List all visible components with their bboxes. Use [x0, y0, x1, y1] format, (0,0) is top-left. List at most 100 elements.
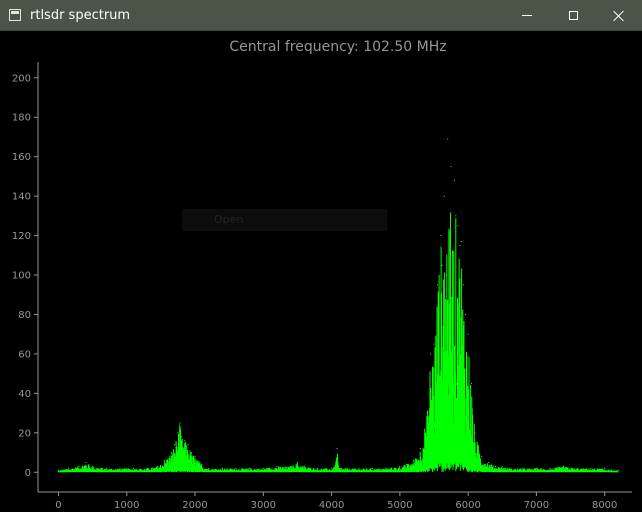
spectrum-point: [341, 467, 343, 469]
x-tick-label: 5000: [387, 500, 412, 511]
spectrum-point: [173, 444, 176, 446]
y-tick-label: 20: [18, 428, 31, 439]
spectrum-plot[interactable]: Central frequency: 102.50 MHz 0 20 40 60 80 1…: [0, 31, 642, 512]
x-tick-label: 0: [55, 500, 61, 511]
x-tick-label: 2000: [182, 500, 207, 511]
close-icon: [613, 10, 625, 22]
spectrum-point: [105, 467, 107, 469]
y-tick-label: 120: [12, 231, 31, 242]
spectrum-point: [455, 215, 457, 217]
spectrum-point: [303, 465, 305, 467]
spectrum-point: [467, 333, 469, 335]
y-tick-label: 0: [25, 468, 31, 479]
spectrum-point: [459, 244, 461, 247]
x-tick-label: 6000: [455, 500, 480, 511]
spectrum-point: [436, 284, 439, 286]
spectrum-point: [132, 467, 135, 469]
y-tick-label: 160: [12, 152, 31, 163]
spectrum-trace: [58, 212, 619, 473]
spectrum-point: [180, 436, 182, 438]
spectrum-point: [549, 467, 551, 469]
spectrum-point: [358, 467, 360, 469]
y-tick-label: 100: [12, 271, 31, 282]
spectrum-point: [399, 465, 401, 467]
spectrum-point: [78, 465, 80, 467]
spectrum-point: [334, 465, 336, 467]
spectrum-point: [433, 343, 435, 345]
spectrum-point: [249, 467, 251, 469]
spectrum-point: [119, 467, 121, 469]
spectrum-point: [57, 469, 60, 471]
maximize-icon: [568, 11, 578, 20]
y-tick-label: 180: [12, 113, 31, 124]
spectrum-point: [604, 467, 606, 469]
y-tick-label: 60: [18, 349, 31, 360]
spectrum-point: [610, 469, 613, 471]
spectrum-point: [522, 467, 524, 469]
plot-title: Central frequency: 102.50 MHz: [229, 39, 447, 55]
spectrum-point: [92, 465, 94, 467]
spectrum-point: [163, 459, 165, 462]
spectrum-point: [426, 412, 428, 414]
x-tick-label: 7000: [524, 500, 549, 511]
maximize-button[interactable]: [550, 0, 596, 31]
spectrum-point: [441, 264, 443, 266]
x-tick-label: 4000: [319, 500, 344, 511]
spectrum-point: [448, 234, 450, 237]
spectrum-point: [462, 284, 464, 286]
spectrum-point: [535, 467, 538, 469]
spectrum-point: [187, 444, 189, 446]
spectrum-point: [276, 465, 278, 467]
spectrum-point: [452, 254, 454, 256]
spectrum-point: [563, 465, 565, 467]
app-window-icon: [9, 9, 21, 21]
spectrum-point: [440, 234, 442, 237]
spectrum-point: [208, 467, 210, 469]
spectrum-point: [501, 465, 503, 467]
spectrum-point: [262, 467, 264, 469]
spectrum-point: [201, 463, 203, 465]
spectrum-point: [337, 465, 340, 467]
spectrum-point: [590, 467, 592, 469]
spectrum-point: [85, 461, 87, 464]
spectrum-point: [464, 313, 467, 316]
spectrum-point: [191, 451, 193, 454]
spectrum-point: [221, 467, 223, 469]
spectrum-point: [474, 432, 476, 434]
spectrum-point: [488, 461, 490, 464]
overlay-text: Open: [214, 213, 244, 226]
spectrum-point: [443, 195, 445, 197]
spectrum-point: [336, 448, 338, 450]
spectrum-point: [508, 467, 510, 469]
spectrum-point: [235, 467, 237, 469]
spectrum-point: [179, 422, 181, 424]
title-bar[interactable]: rtlsdr spectrum: [0, 0, 642, 31]
spectrum-point: [481, 455, 483, 458]
spectrum-point: [412, 459, 415, 462]
minimize-icon: [522, 15, 532, 16]
y-tick-label: 40: [18, 389, 31, 400]
spectrum-baseline: [58, 355, 619, 473]
spectrum-point: [194, 455, 196, 458]
minimize-button[interactable]: [504, 0, 550, 31]
spectrum-point: [406, 463, 408, 465]
spectrum-point: [170, 451, 172, 454]
x-tick-label: 1000: [114, 500, 139, 511]
spectrum-point: [453, 179, 456, 181]
close-button[interactable]: [596, 0, 642, 31]
spectrum-point: [429, 353, 432, 355]
spectrum-point: [330, 467, 333, 469]
spectrum-point: [460, 240, 462, 243]
spectrum-point: [344, 467, 346, 469]
spectrum-point: [296, 461, 299, 464]
y-tick-label: 200: [12, 73, 31, 84]
spectrum-point: [156, 465, 159, 467]
spectrum-point: [445, 274, 447, 276]
spectrum-point: [146, 467, 148, 469]
window-title: rtlsdr spectrum: [30, 8, 131, 23]
y-tick-label: 80: [18, 310, 31, 321]
spectrum-point: [317, 467, 319, 469]
spectrum-point: [385, 467, 387, 469]
